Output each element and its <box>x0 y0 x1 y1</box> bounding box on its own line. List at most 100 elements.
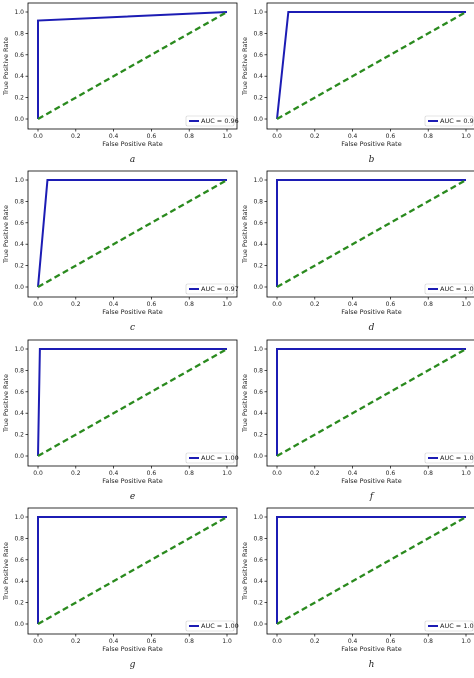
legend-box <box>185 283 235 295</box>
x-tick-label: 0.4 <box>109 133 119 140</box>
roc-curve-line <box>37 11 228 119</box>
roc-panel-e: 0.0 0.2 0.4 0.6 0.8 1.0 0.0 0.2 0.4 0.6 0.8 1.0 Fals… <box>2 339 239 502</box>
roc-panel-h: 0.0 0.2 0.4 0.6 0.8 1.0 0.0 0.2 0.4 0.6 0.8 1.0 Fals… <box>241 507 474 670</box>
x-tick-label: 0.8 <box>184 133 194 140</box>
legend-label: AUC = 1.00 <box>201 454 239 462</box>
y-tick-label: 0.2 <box>14 263 24 270</box>
x-tick-label: 0.6 <box>147 301 157 308</box>
roc-curve-line <box>37 348 227 457</box>
y-tick-label: 1.0 <box>14 514 24 521</box>
y-tick-label: 0.6 <box>253 557 263 564</box>
y-tick-label: 0.2 <box>14 600 24 607</box>
y-tick-label: 0.6 <box>253 389 263 396</box>
panel-letter: a <box>130 155 135 165</box>
x-tick-label: 0.6 <box>386 470 396 477</box>
x-axis-label: False Positive Rate <box>102 477 162 485</box>
x-axis-label: False Positive Rate <box>341 645 401 653</box>
x-tick-label: 1.0 <box>461 301 471 308</box>
roc-panel-c: 0.0 0.2 0.4 0.6 0.8 1.0 0.0 0.2 0.4 0.6 0.8 1.0 Fals… <box>2 170 239 333</box>
roc-curve-line <box>276 516 466 624</box>
chance-diagonal-line <box>276 178 467 289</box>
x-tick-label: 0.4 <box>348 133 358 140</box>
y-axis-label: True Positive Rate <box>241 542 249 601</box>
y-tick-label: 1.0 <box>14 346 24 353</box>
x-tick-label: 0.6 <box>386 638 396 645</box>
x-axis-label: False Positive Rate <box>341 308 401 316</box>
y-tick-label: 0.0 <box>14 284 24 291</box>
y-tick-label: 1.0 <box>253 177 263 184</box>
y-axis-label: True Positive Rate <box>2 205 10 264</box>
x-tick-label: 0.2 <box>71 133 81 140</box>
x-tick-label: 1.0 <box>222 638 232 645</box>
legend: AUC = 1.00 <box>185 620 239 632</box>
panel-letter: e <box>130 492 135 502</box>
chance-diagonal-line <box>276 515 467 626</box>
legend-label: AUC = 1.00 <box>440 454 474 462</box>
y-tick-label: 1.0 <box>14 9 24 16</box>
x-tick-label: 1.0 <box>461 638 471 645</box>
x-tick-label: 0.2 <box>310 133 320 140</box>
panel-letter: c <box>130 323 135 333</box>
y-tick-label: 0.8 <box>14 535 24 542</box>
legend-box <box>185 452 235 464</box>
roc-curve-line <box>276 348 466 456</box>
x-tick-label: 0.4 <box>109 470 119 477</box>
y-axis-label: True Positive Rate <box>2 37 10 96</box>
legend-box <box>424 452 474 464</box>
y-tick-label: 0.6 <box>14 220 24 227</box>
x-tick-label: 0.4 <box>348 638 358 645</box>
roc-panel-d: 0.0 0.2 0.4 0.6 0.8 1.0 0.0 0.2 0.4 0.6 0.8 1.0 Fals… <box>241 170 474 333</box>
x-tick-label: 1.0 <box>222 470 232 477</box>
x-tick-label: 0.4 <box>109 638 119 645</box>
legend-box <box>424 283 474 295</box>
x-tick-label: 1.0 <box>461 470 471 477</box>
y-tick-label: 0.0 <box>14 116 24 123</box>
panel-letter: h <box>369 660 375 670</box>
roc-panel-a: 0.0 0.2 0.4 0.6 0.8 1.0 0.0 0.2 0.4 0.6 0.8 1.0 Fals… <box>2 2 239 165</box>
panel-letter: b <box>369 155 375 165</box>
y-axis-label: True Positive Rate <box>2 542 10 601</box>
legend: AUC = 0.96 <box>185 115 239 127</box>
x-tick-label: 0.8 <box>423 301 433 308</box>
x-tick-label: 0.8 <box>423 133 433 140</box>
y-tick-label: 0.6 <box>14 557 24 564</box>
y-tick-label: 0.4 <box>14 410 24 417</box>
y-tick-label: 0.4 <box>14 73 24 80</box>
legend: AUC = 1.00 <box>185 452 239 464</box>
legend: AUC = 1.00 <box>424 620 474 632</box>
y-tick-label: 0.8 <box>253 198 263 205</box>
x-tick-label: 0.6 <box>147 638 157 645</box>
y-tick-label: 0.8 <box>253 367 263 374</box>
legend-label: AUC = 0.97 <box>201 285 239 293</box>
roc-curve-line <box>37 516 227 624</box>
legend: AUC = 1.00 <box>424 452 474 464</box>
legend-box <box>185 620 235 632</box>
x-tick-label: 0.0 <box>272 470 282 477</box>
roc-panel-g: 0.0 0.2 0.4 0.6 0.8 1.0 0.0 0.2 0.4 0.6 0.8 1.0 Fals… <box>2 507 239 670</box>
legend-label: AUC = 1.00 <box>201 622 239 630</box>
x-axis-label: False Positive Rate <box>102 140 162 148</box>
y-tick-label: 0.2 <box>253 432 263 439</box>
legend-box <box>424 620 474 632</box>
y-tick-label: 0.4 <box>253 410 263 417</box>
legend-label: AUC = 1.00 <box>440 285 474 293</box>
x-tick-label: 0.8 <box>184 638 194 645</box>
y-tick-label: 0.8 <box>14 198 24 205</box>
roc-curve-line <box>276 179 466 287</box>
y-tick-label: 1.0 <box>253 9 263 16</box>
x-axis-label: False Positive Rate <box>341 477 401 485</box>
x-axis-label: False Positive Rate <box>341 140 401 148</box>
x-tick-label: 0.0 <box>272 638 282 645</box>
x-tick-label: 1.0 <box>461 133 471 140</box>
panel-letter: g <box>130 660 136 670</box>
y-tick-label: 0.4 <box>14 578 24 585</box>
y-tick-label: 0.6 <box>14 52 24 59</box>
roc-panel-f: 0.0 0.2 0.4 0.6 0.8 1.0 0.0 0.2 0.4 0.6 0.8 1.0 Fals… <box>241 339 474 502</box>
x-tick-label: 0.2 <box>71 638 81 645</box>
y-tick-label: 0.6 <box>14 389 24 396</box>
chance-diagonal-line <box>37 178 228 289</box>
x-tick-label: 0.2 <box>310 470 320 477</box>
chance-diagonal-line <box>37 347 228 458</box>
x-tick-label: 0.6 <box>147 133 157 140</box>
